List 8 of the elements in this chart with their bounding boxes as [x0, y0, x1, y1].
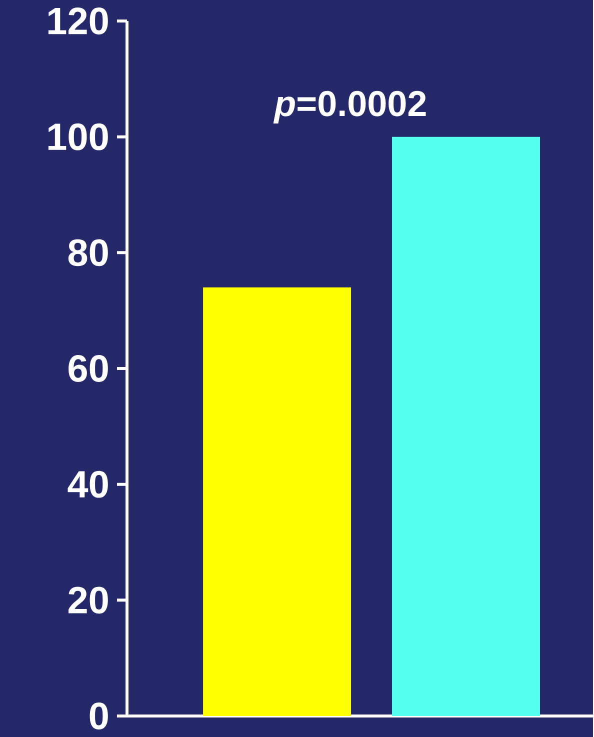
annotation: p=0.0002 [273, 90, 426, 124]
y-tick-label: 60 [68, 355, 108, 382]
y-tick-label: 120 [48, 8, 108, 34]
y-tick-label: 40 [68, 470, 108, 498]
y-tick-label: 20 [68, 586, 108, 614]
y-tick-label: 80 [68, 239, 108, 266]
y-tick-label: 100 [48, 123, 108, 150]
y-tick-label: 0 [90, 702, 108, 730]
